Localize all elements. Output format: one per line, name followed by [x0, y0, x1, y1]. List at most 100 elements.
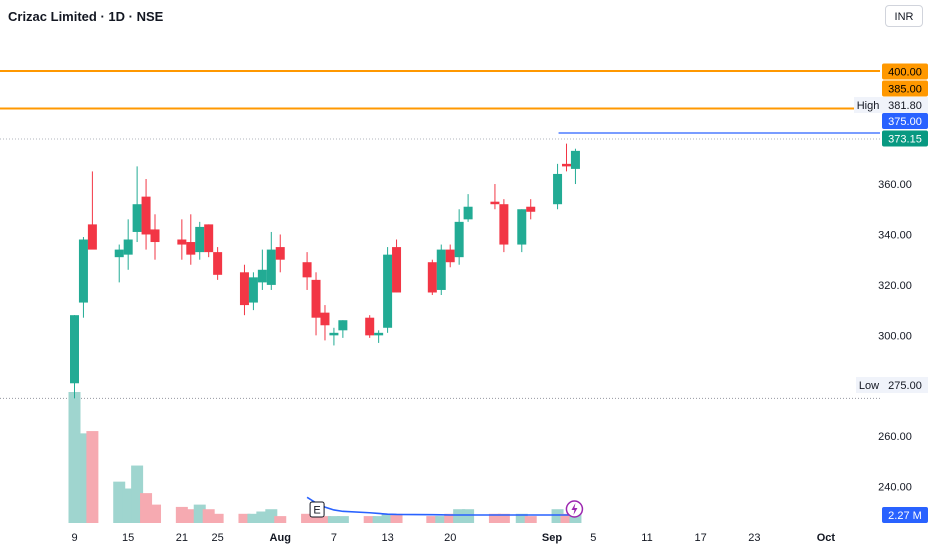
candle-body: [365, 317, 375, 336]
volume-bar: [149, 504, 162, 523]
line-385-label: 385.00: [888, 84, 922, 96]
x-tick-label: 9: [71, 532, 77, 544]
candle-body: [526, 206, 536, 212]
candle-body: [123, 239, 133, 255]
y-tick-label: 360.00: [878, 179, 912, 191]
volume-bar: [390, 513, 403, 523]
volume-ma-line: [306, 496, 576, 516]
candle-body: [570, 150, 580, 169]
candle-body: [436, 249, 446, 290]
candle-body: [517, 209, 527, 245]
candle-body: [499, 204, 509, 245]
candle-body: [383, 254, 393, 328]
candle-body: [186, 242, 196, 255]
volume-bar: [86, 431, 99, 523]
x-tick-label: 20: [444, 532, 456, 544]
last-price-badge: [882, 130, 928, 147]
low-text: Low: [859, 380, 879, 392]
candle-body: [463, 206, 473, 220]
x-tick-label: 11: [641, 532, 652, 544]
currency-button[interactable]: INR: [885, 5, 923, 27]
volume-bar: [515, 513, 528, 523]
line-400-badge: [882, 63, 928, 80]
x-tick-label: Oct: [817, 532, 836, 544]
candle-body: [177, 239, 187, 245]
candle-body: [87, 224, 97, 250]
candle-body: [454, 221, 464, 258]
volume-bar: [247, 513, 260, 523]
volume-bar: [274, 516, 287, 523]
x-tick-label: Aug: [270, 532, 291, 544]
trend-375-label: 375.00: [888, 116, 922, 128]
candle-body: [70, 315, 79, 384]
candle-body: [311, 279, 321, 318]
overlay-lines: [0, 70, 880, 134]
candle-body: [150, 229, 160, 243]
volume-bar: [211, 513, 224, 523]
x-tick-label: Sep: [542, 532, 562, 544]
volume-bar: [372, 516, 385, 523]
volume-bar: [238, 513, 251, 523]
volume-bar: [363, 516, 376, 523]
candle-body: [195, 226, 205, 253]
candle-body: [132, 204, 142, 232]
earnings-marker: [309, 501, 325, 518]
x-tick-label: 13: [381, 532, 393, 544]
x-tick-label: 7: [331, 532, 337, 544]
high-value-label: 381.80: [888, 100, 922, 112]
candle-body: [562, 163, 571, 167]
candle-body: [320, 312, 330, 326]
volume-bar: [569, 513, 582, 523]
candle-body: [275, 247, 285, 260]
low-value-bg: [882, 377, 928, 393]
volume-bar: [497, 513, 510, 523]
candle-body: [78, 239, 88, 303]
high-text: High: [857, 100, 880, 112]
trend-375-badge: [882, 113, 928, 129]
candle-body: [338, 320, 348, 331]
candle-body: [392, 247, 402, 293]
volume-bar: [560, 513, 573, 523]
x-tick-label: 5: [590, 532, 596, 544]
candle-body: [427, 262, 437, 293]
y-tick-label: 260.00: [878, 431, 912, 443]
time-axis: 9 15 21 25 Aug 7 13 20 Sep 5 11 17 23 Oct: [71, 532, 835, 544]
lightning-bolt: [571, 503, 578, 515]
y-tick-label: 320.00: [878, 280, 912, 292]
volume-bar: [488, 513, 501, 523]
volume-bar: [381, 513, 394, 523]
candle-body: [329, 332, 339, 336]
x-tick-label: 21: [176, 532, 188, 544]
volume-bar: [256, 511, 269, 523]
high-value-bg: [882, 97, 928, 113]
volume-value-badge: [882, 507, 928, 523]
volume-bar: [336, 516, 349, 523]
candle-body: [248, 277, 258, 303]
last-price-label: 373.15: [888, 134, 922, 146]
high-text-bg: [854, 97, 882, 113]
volume-bar: [301, 513, 314, 523]
candles-layer: [70, 143, 580, 399]
low-text-bg: [856, 377, 882, 393]
x-tick-label: 23: [748, 532, 760, 544]
volume-bar: [524, 516, 537, 523]
candle-body: [490, 201, 500, 205]
x-tick-label: 15: [122, 532, 134, 544]
candle-body: [141, 196, 151, 235]
volume-bar: [462, 509, 475, 523]
volume-bar: [318, 516, 331, 523]
volume-bar: [444, 513, 457, 523]
x-tick-label: 25: [212, 532, 224, 544]
candle-body: [257, 269, 267, 283]
volume-bar: [435, 516, 448, 523]
candle-body: [239, 272, 249, 306]
volume-value-label: 2.27 M: [888, 510, 922, 522]
candle-body: [553, 173, 563, 205]
volume-bar: [426, 516, 439, 523]
candle-body: [266, 249, 276, 285]
chart-title: Crizac Limited · 1D · NSE: [8, 9, 164, 24]
volume-pane: E: [68, 392, 584, 523]
low-value-label: 275.00: [888, 380, 922, 392]
candle-body: [374, 332, 384, 336]
